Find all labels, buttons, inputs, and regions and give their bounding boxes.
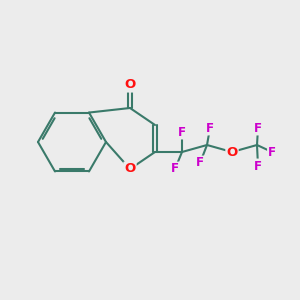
- Text: O: O: [226, 146, 238, 158]
- Text: O: O: [124, 163, 136, 176]
- Text: F: F: [254, 160, 262, 172]
- Text: F: F: [171, 163, 179, 176]
- Text: F: F: [178, 125, 186, 139]
- Text: F: F: [254, 122, 262, 134]
- Text: F: F: [268, 146, 276, 158]
- Text: O: O: [124, 79, 136, 92]
- Text: F: F: [206, 122, 214, 134]
- Text: F: F: [196, 157, 204, 169]
